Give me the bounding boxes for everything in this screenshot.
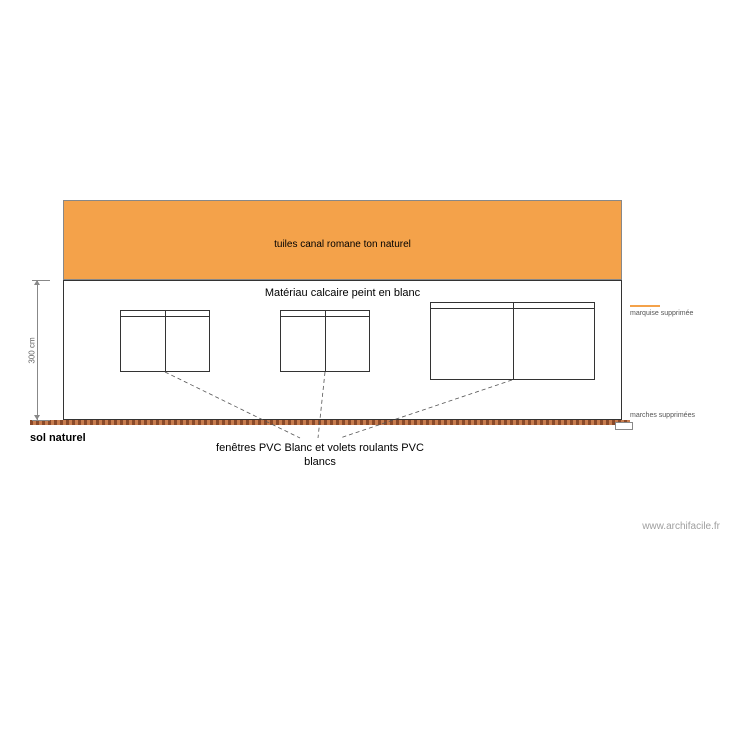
marches-label: marches supprimées bbox=[630, 412, 695, 419]
roof: tuiles canal romane ton naturel bbox=[63, 200, 622, 280]
step-box bbox=[615, 422, 633, 430]
marquise-line bbox=[630, 305, 660, 307]
dim-tick-bottom bbox=[32, 420, 50, 421]
dim-vertical-line bbox=[37, 280, 38, 420]
ground-label: sol naturel bbox=[30, 432, 86, 444]
ground-line bbox=[30, 420, 630, 425]
window-3 bbox=[430, 302, 595, 380]
watermark: www.archifacile.fr bbox=[642, 521, 720, 532]
wall-label: Matériau calcaire peint en blanc bbox=[64, 287, 621, 299]
marquise-label: marquise supprimée bbox=[630, 310, 693, 317]
dim-value: 300 cm bbox=[28, 331, 37, 371]
window-1 bbox=[120, 310, 210, 372]
roof-label: tuiles canal romane ton naturel bbox=[64, 239, 621, 250]
window-label: fenêtres PVC Blanc et volets roulants PV… bbox=[170, 442, 470, 470]
window-2 bbox=[280, 310, 370, 372]
dim-arrow-top bbox=[34, 280, 40, 285]
dim-arrow-bottom bbox=[34, 415, 40, 420]
